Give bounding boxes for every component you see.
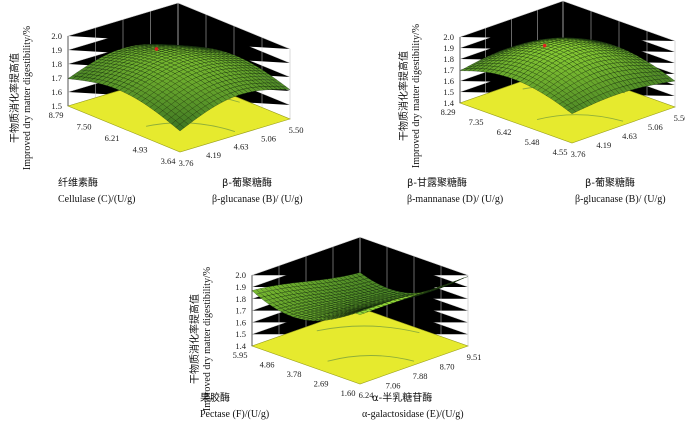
contour-line	[316, 325, 420, 334]
x-tick-label: 5.50	[674, 113, 685, 123]
z-tick-label: 1.6	[51, 87, 62, 97]
z-tick-label: 2.0	[235, 270, 246, 280]
optimum-point-marker	[542, 43, 547, 48]
x-tick-label: 4.19	[206, 150, 221, 160]
z-axis-label-en: Improved dry matter digestibility/%	[411, 24, 422, 168]
y-tick-label: 3.64	[161, 156, 177, 166]
y-axis: 8.29 7.35 6.42 5.48 4.55 β-甘露聚糖酶 β-mannanase (…	[407, 107, 567, 205]
y-tick-label: 6.42	[497, 127, 512, 137]
z-axis-label-cn: 干物质消化率提高值	[397, 51, 410, 141]
y-tick-label: 4.86	[260, 360, 275, 370]
z-axis-label-en: Improved dry matter digestibility/%	[22, 26, 33, 170]
x-axis-label-cn: β-葡聚糖酶	[222, 176, 272, 189]
z-tick-label: 1.8	[443, 54, 454, 64]
y-tick-label: 7.50	[77, 122, 92, 132]
surface-cell	[175, 124, 185, 132]
z-axis: 2.0 1.9 1.8 1.7 1.6 1.5 干物质消化率提高值 Improved dry …	[8, 26, 69, 170]
y-tick-label: 8.79	[49, 110, 64, 120]
y-axis: 8.79 7.50 6.21 4.93 3.64 纤维素酶 Cellulase (C)/(U…	[49, 110, 177, 205]
z-tick-label: 1.8	[235, 294, 246, 304]
x-tick-label: 3.76	[179, 158, 194, 168]
surface-plot-2: 2.0 1.9 1.8 1.7 1.6 1.5 1.4 干物质消化率提高值 Improved d…	[395, 0, 685, 215]
x-axis-label-en: β-glucanase (B)/ (U/g)	[575, 194, 666, 205]
surface-plot-3-svg: 2.0 1.9 1.8 1.71.6 1.5 1.4 干物质消化率提高值 Improved d…	[188, 236, 482, 420]
x-axis: 3.76 4.19 4.63 5.06 5.50 β-葡聚糖酶 β-glucanase (B…	[179, 125, 304, 205]
response-surface	[67, 43, 291, 132]
z-tick-label: 1.6	[235, 317, 246, 327]
y-tick-label: 8.29	[441, 107, 456, 117]
z-axis-label-en: Improved dry matter digestibility/%	[202, 267, 213, 411]
optimum-point-marker	[154, 47, 159, 51]
contour-base	[251, 307, 469, 385]
y-tick-label: 5.95	[233, 350, 248, 360]
z-tick-label: 1.6	[443, 76, 454, 86]
response-surface	[459, 37, 676, 114]
z-tick-label: 1.5	[235, 329, 246, 339]
x-axis: 3.76 4.19 4.63 5.06 5.50 β-葡聚糖酶 β-glucanase (B…	[571, 113, 685, 205]
z-tick-label: 1.4	[235, 341, 246, 351]
x-tick-label: 3.76	[571, 149, 586, 159]
y-tick-label: 5.48	[525, 137, 540, 147]
y-axis-label-en: Cellulase (C)/(U/g)	[58, 194, 135, 205]
z-tick-label: 1.8	[51, 59, 62, 69]
z-tick-label: 1.9	[235, 282, 246, 292]
y-axis-label-cn: 果胶酶	[200, 391, 230, 404]
z-tick-label: 1.9	[443, 43, 454, 53]
surface-plot-3: 2.0 1.9 1.8 1.7 1.6 1.5 1.4 干物质消化率提高值 Improved d…	[180, 215, 482, 430]
z-tick-label: 1.5	[51, 101, 62, 111]
z-gridline	[459, 0, 676, 42]
surface-cell	[567, 108, 577, 114]
y-axis-label-cn: 纤维素酶	[58, 176, 98, 189]
contour-line	[327, 355, 415, 362]
z-axis-label-cn: 干物质消化率提高值	[188, 294, 201, 384]
x-tick-label: 7.88	[413, 371, 428, 381]
y-axis-label-en: β-mannanase (D)/ (U/g)	[407, 194, 503, 205]
x-tick-label: 6.24	[359, 390, 375, 400]
x-tick-label: 5.06	[261, 133, 276, 143]
x-axis-label-en: α-galactosidase (E)/(U/g)	[362, 409, 464, 420]
z-tick-label: 1.9	[51, 45, 62, 55]
x-tick-label: 7.06	[386, 381, 401, 391]
x-tick-label: 5.50	[289, 125, 304, 135]
y-axis-label-en: Pectase (F)/(U/g)	[200, 409, 269, 420]
contour-line	[536, 114, 624, 122]
x-tick-label: 4.63	[622, 131, 637, 141]
surface-cell	[355, 311, 365, 315]
surface-plot-1-svg: 2.0 1.9 1.8 1.7 1.6 1.5 干物质消化率提高值 Improved dry …	[8, 2, 304, 205]
z-axis: 2.01.91.81.71.61.51.4 干物质消化率提高值 Improved d…	[397, 24, 461, 168]
z-tick-label: 1.7	[235, 306, 246, 316]
x-axis-label-en: β-glucanase (B)/ (U/g)	[212, 194, 303, 205]
z-tick-label: 2.0	[51, 31, 62, 41]
y-tick-label: 4.93	[133, 145, 148, 155]
x-tick-label: 4.63	[234, 142, 249, 152]
z-tick-label: 1.7	[51, 73, 62, 83]
y-axis: 5.95 4.86 3.78 2.69 1.60 果胶酶 Pectase (F)/(U/g)	[200, 350, 355, 420]
y-tick-label: 3.78	[287, 369, 302, 379]
x-axis-label-cn: α-半乳糖苷酶	[372, 391, 432, 404]
z-tick-label: 1.5	[443, 87, 454, 97]
z-axis-label-cn: 干物质消化率提高值	[8, 53, 21, 143]
z-tick-label: 1.7	[443, 65, 454, 75]
z-tick-label: 1.4	[443, 98, 454, 108]
response-surface	[251, 272, 469, 321]
x-tick-label: 9.51	[467, 352, 482, 362]
y-tick-label: 1.60	[341, 388, 356, 398]
surface-plot-1: 2.0 1.9 1.8 1.7 1.6 1.5 干物质消化率提高值 Improved dry …	[0, 0, 320, 215]
y-tick-label: 6.21	[105, 133, 120, 143]
x-tick-label: 4.19	[596, 140, 611, 150]
z-axis: 2.0 1.9 1.8 1.71.6 1.5 1.4 干物质消化率提高值 Improved d…	[188, 267, 253, 411]
x-axis: 6.24 7.06 7.88 8.70 9.51 α-半乳糖苷酶 α-galactosida…	[359, 352, 482, 420]
y-axis-label-cn: β-甘露聚糖酶	[407, 176, 467, 189]
base-plane	[251, 307, 469, 385]
surface-plot-2-svg: 2.01.91.81.71.61.51.4 干物质消化率提高值 Improved d…	[397, 0, 685, 205]
y-tick-label: 7.35	[469, 117, 484, 127]
y-tick-label: 2.69	[314, 379, 329, 389]
y-tick-label: 4.55	[553, 147, 568, 157]
z-tick-label: 2.0	[443, 32, 454, 42]
x-axis-label-cn: β-葡聚糖酶	[585, 176, 635, 189]
x-tick-label: 8.70	[440, 362, 455, 372]
x-tick-label: 5.06	[648, 122, 663, 132]
